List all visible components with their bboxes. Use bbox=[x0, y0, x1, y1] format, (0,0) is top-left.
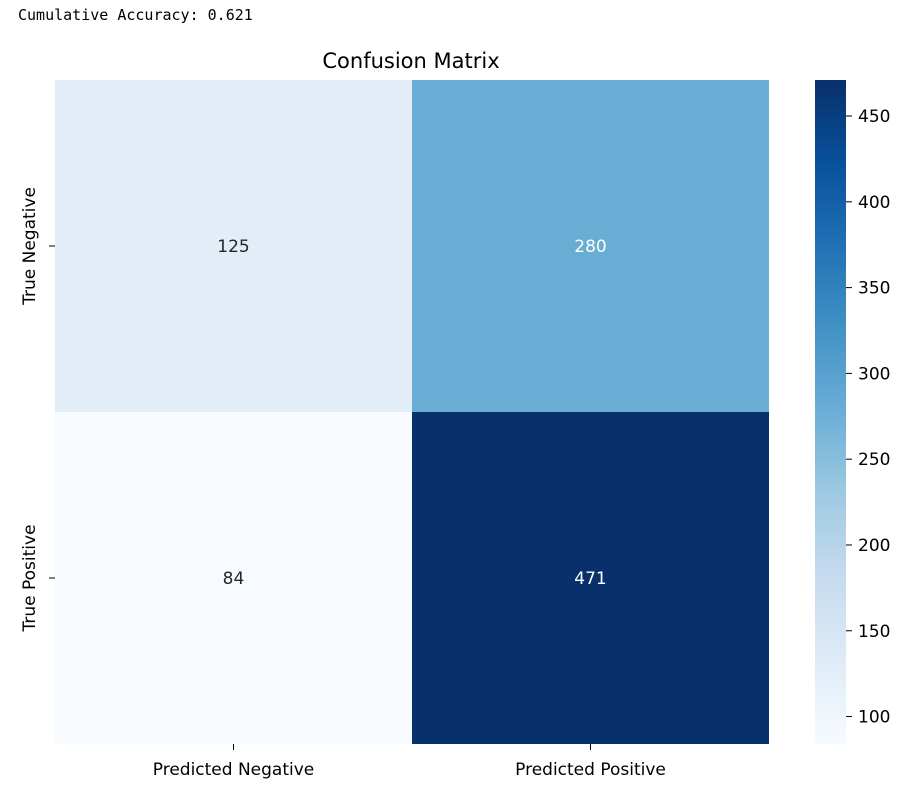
cell-value-label: 84 bbox=[223, 569, 245, 589]
heatmap-cells bbox=[55, 80, 769, 744]
colorbar-tick-label: 350 bbox=[858, 279, 890, 299]
colorbar bbox=[815, 80, 846, 744]
heatmap-cell-r1-c0 bbox=[55, 412, 412, 744]
colorbar-tick-label: 150 bbox=[858, 622, 890, 642]
colorbar-tick-label: 100 bbox=[858, 708, 890, 728]
chart-title: Confusion Matrix bbox=[322, 49, 499, 73]
y-tick-label: True Positive bbox=[20, 524, 40, 632]
colorbar-tick-label: 300 bbox=[858, 364, 890, 384]
heatmap-cell-r1-c1 bbox=[412, 412, 769, 744]
cell-value-label: 125 bbox=[217, 237, 249, 257]
y-tick-label: True Negative bbox=[20, 187, 40, 306]
x-axis: Predicted Negative Predicted Positive bbox=[153, 744, 666, 780]
x-tick-label: Predicted Negative bbox=[153, 760, 315, 780]
x-tick-label: Predicted Positive bbox=[515, 760, 666, 780]
accuracy-output-text: Cumulative Accuracy: 0.621 bbox=[18, 6, 253, 24]
colorbar-tick-label: 400 bbox=[858, 193, 890, 213]
colorbar-tick-label: 250 bbox=[858, 450, 890, 470]
cell-value-label: 280 bbox=[574, 237, 606, 257]
heatmap-cell-labels: 125 280 84 471 bbox=[217, 237, 606, 589]
colorbar-tick-label: 200 bbox=[858, 536, 890, 556]
y-axis: True Negative True Positive bbox=[20, 187, 55, 633]
colorbar-tick-label: 450 bbox=[858, 107, 890, 127]
heatmap-cell-r0-c0 bbox=[55, 80, 412, 412]
cell-value-label: 471 bbox=[574, 569, 606, 589]
colorbar-axis: 100 150 200 250 300 350 400 450 bbox=[846, 107, 890, 728]
heatmap-cell-r0-c1 bbox=[412, 80, 769, 412]
